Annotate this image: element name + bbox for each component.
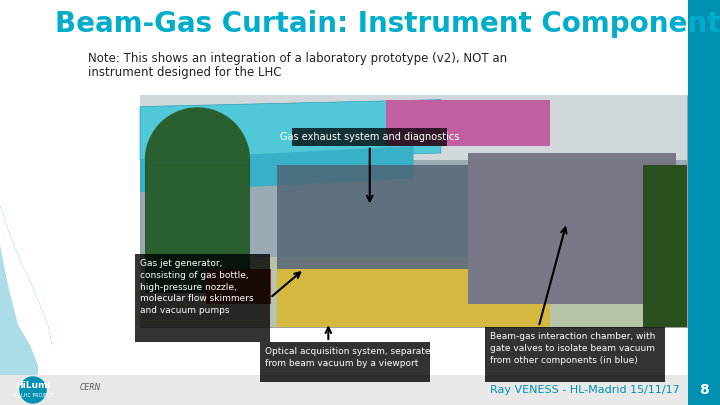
Bar (135, 254, 270, 342)
Text: Gas exhaust system and diagnostics: Gas exhaust system and diagnostics (280, 132, 459, 142)
Text: Beam-Gas Curtain: Instrument Components: Beam-Gas Curtain: Instrument Components (55, 10, 720, 38)
Text: Optical acquisition system, separated
from beam vacuum by a viewport: Optical acquisition system, separated fr… (266, 347, 436, 368)
Bar (140, 95, 687, 160)
Polygon shape (145, 108, 249, 160)
Polygon shape (0, 0, 52, 345)
Bar (688, 0, 720, 405)
Polygon shape (140, 100, 441, 160)
Bar (485, 327, 665, 382)
Polygon shape (140, 146, 413, 192)
Bar (468, 153, 676, 304)
Polygon shape (386, 100, 550, 146)
Bar (643, 164, 687, 327)
Bar (261, 342, 431, 382)
Polygon shape (0, 0, 38, 405)
Text: Beam-gas interaction chamber, with
gate valves to isolate beam vacuum
from other: Beam-gas interaction chamber, with gate … (490, 332, 655, 364)
Text: Ray VENESS - HL-Madrid 15/11/17: Ray VENESS - HL-Madrid 15/11/17 (490, 385, 680, 395)
Text: Gas jet generator,
consisting of gas bottle,
high-pressure nozzle,
molecular flo: Gas jet generator, consisting of gas bot… (140, 259, 253, 315)
Bar (688, 375, 720, 405)
Bar (206, 269, 271, 304)
Text: HL·LHC PROJECT: HL·LHC PROJECT (13, 392, 53, 397)
Bar (292, 128, 447, 146)
Circle shape (20, 377, 46, 403)
Text: CERN: CERN (79, 382, 101, 392)
Bar (276, 164, 468, 269)
Text: 8: 8 (699, 383, 709, 397)
Text: instrument designed for the LHC: instrument designed for the LHC (88, 66, 282, 79)
Polygon shape (0, 0, 52, 345)
Bar (140, 258, 687, 327)
Bar (0, 375, 688, 405)
Text: Note: This shows an integration of a laboratory prototype (v2), NOT an: Note: This shows an integration of a lab… (88, 52, 507, 65)
Bar (140, 95, 687, 327)
Text: HiLumi: HiLumi (15, 381, 50, 390)
Polygon shape (145, 160, 249, 292)
Bar (276, 269, 550, 327)
